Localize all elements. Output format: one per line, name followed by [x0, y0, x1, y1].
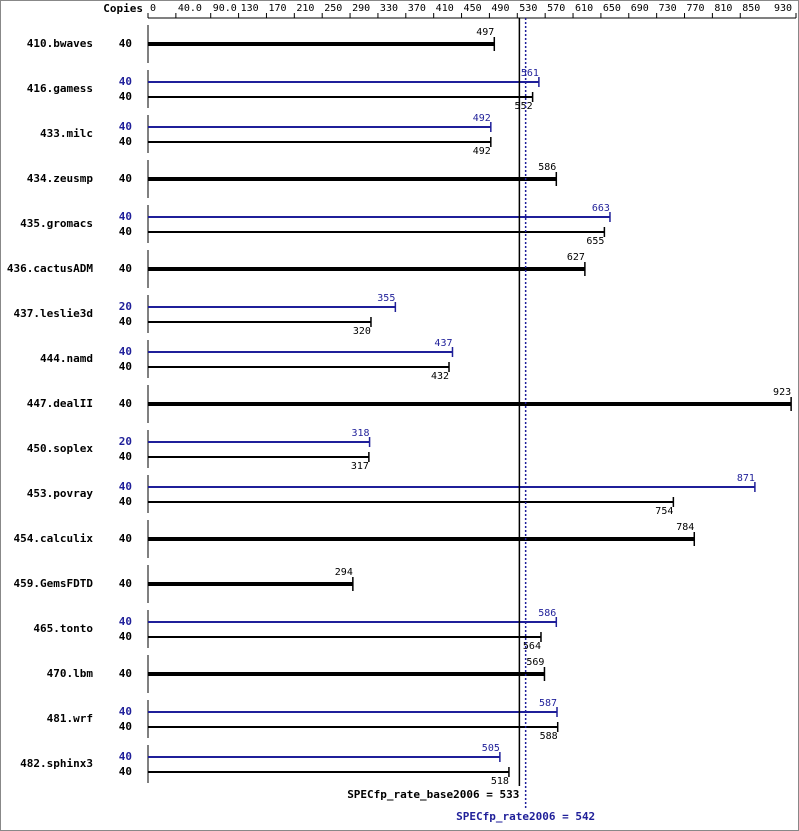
x-tick-label: 370 — [408, 3, 426, 14]
x-tick-label: 570 — [547, 3, 565, 14]
value-label: 318 — [352, 428, 370, 439]
x-tick-label: 250 — [324, 3, 342, 14]
copies: 40 — [119, 75, 132, 88]
copies: 40 — [119, 765, 132, 778]
value-label: 492 — [473, 113, 491, 124]
value-label: 552 — [515, 101, 533, 112]
copies: 40 — [119, 750, 132, 763]
x-tick-label: 170 — [268, 3, 286, 14]
x-tick-label: 40.0 — [178, 3, 202, 14]
x-tick-label: 690 — [631, 3, 649, 14]
x-tick-label: 490 — [491, 3, 509, 14]
copies: 40 — [119, 315, 132, 328]
copies: 20 — [119, 435, 132, 448]
value-label: 492 — [473, 146, 491, 157]
benchmark-label: 481.wrf — [47, 712, 93, 725]
benchmark-label: 444.namd — [40, 352, 93, 365]
value-label: 784 — [676, 522, 694, 533]
value-label: 587 — [539, 698, 557, 709]
benchmark-label: 450.soplex — [27, 442, 94, 455]
copies: 40 — [119, 90, 132, 103]
copies: 40 — [119, 210, 132, 223]
x-tick-label: 410 — [436, 3, 454, 14]
copies: 40 — [119, 450, 132, 463]
benchmark-label: 470.lbm — [47, 667, 94, 680]
value-label: 586 — [538, 162, 556, 173]
x-tick-label: 610 — [575, 3, 593, 14]
benchmark-label: 435.gromacs — [20, 217, 93, 230]
benchmark-label: 416.gamess — [27, 82, 93, 95]
copies: 40 — [119, 360, 132, 373]
x-tick-label: 0 — [150, 3, 156, 14]
value-label: 569 — [526, 657, 544, 668]
x-tick-label: 930 — [774, 3, 792, 14]
x-tick-label: 130 — [241, 3, 259, 14]
x-tick-label: 450 — [464, 3, 482, 14]
metric-label: SPECfp_rate2006 = 542 — [456, 810, 595, 823]
copies: 40 — [119, 480, 132, 493]
benchmark-label: 465.tonto — [33, 622, 93, 635]
benchmark-label: 433.milc — [40, 127, 93, 140]
value-label: 754 — [655, 506, 673, 517]
copies: 40 — [119, 577, 132, 590]
value-label: 655 — [586, 236, 604, 247]
value-label: 355 — [377, 293, 395, 304]
value-label: 505 — [482, 743, 500, 754]
benchmark-label: 447.dealII — [27, 397, 93, 410]
x-tick-label: 850 — [742, 3, 760, 14]
x-tick-label: 290 — [352, 3, 370, 14]
x-tick-label: 810 — [714, 3, 732, 14]
copies: 40 — [119, 120, 132, 133]
value-label: 586 — [538, 608, 556, 619]
value-label: 497 — [476, 27, 494, 38]
copies: 40 — [119, 667, 132, 680]
x-tick-label: 210 — [296, 3, 314, 14]
copies: 40 — [119, 720, 132, 733]
x-tick-label: 90.0 — [213, 3, 237, 14]
copies: 40 — [119, 345, 132, 358]
value-label: 320 — [353, 326, 371, 337]
value-label: 317 — [351, 461, 369, 472]
copies: 40 — [119, 262, 132, 275]
copies: 40 — [119, 630, 132, 643]
value-label: 871 — [737, 473, 755, 484]
copies: 40 — [119, 397, 132, 410]
copies: 40 — [119, 37, 132, 50]
benchmark-label: 437.leslie3d — [14, 307, 93, 320]
copies: 40 — [119, 135, 132, 148]
x-tick-label: 330 — [380, 3, 398, 14]
benchmark-label: 410.bwaves — [27, 37, 93, 50]
copies: 40 — [119, 172, 132, 185]
value-label: 627 — [567, 252, 585, 263]
copies: 40 — [119, 495, 132, 508]
x-tick-label: 650 — [603, 3, 621, 14]
x-tick-label: 530 — [519, 3, 537, 14]
value-label: 437 — [434, 338, 452, 349]
copies: 40 — [119, 532, 132, 545]
metric-label: SPECfp_rate_base2006 = 533 — [347, 788, 519, 801]
benchmark-label: 459.GemsFDTD — [14, 577, 94, 590]
benchmark-label: 453.povray — [27, 487, 94, 500]
copies: 20 — [119, 300, 132, 313]
x-tick-label: 730 — [659, 3, 677, 14]
value-label: 518 — [491, 776, 509, 787]
value-label: 561 — [521, 68, 539, 79]
copies: 40 — [119, 705, 132, 718]
benchmark-label: 436.cactusADM — [7, 262, 93, 275]
x-tick-label: 770 — [687, 3, 705, 14]
value-label: 294 — [335, 567, 353, 578]
copies: 40 — [119, 615, 132, 628]
benchmark-label: 482.sphinx3 — [20, 757, 93, 770]
value-label: 564 — [523, 641, 541, 652]
value-label: 432 — [431, 371, 449, 382]
copies: 40 — [119, 225, 132, 238]
value-label: 663 — [592, 203, 610, 214]
benchmark-label: 434.zeusmp — [27, 172, 94, 185]
benchmark-label: 454.calculix — [14, 532, 94, 545]
value-label: 588 — [540, 731, 558, 742]
value-label: 923 — [773, 387, 791, 398]
copies-header: Copies — [103, 2, 143, 15]
